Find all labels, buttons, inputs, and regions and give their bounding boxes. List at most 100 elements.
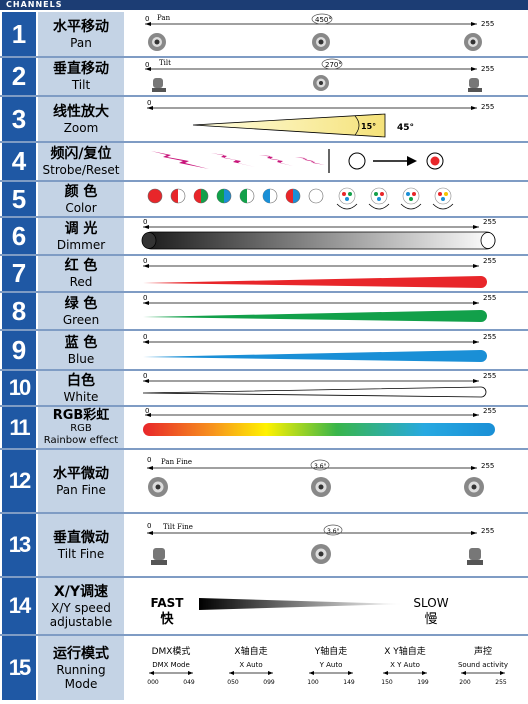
channel-name: 垂直微动 Tilt Fine	[38, 514, 124, 576]
channel-name-cn: 水平微动	[53, 465, 109, 482]
dimmer-end-dark	[141, 232, 157, 249]
scale-min: 0	[143, 333, 147, 341]
channel-name-cn: 运行模式	[53, 645, 109, 662]
mode-item: X轴自走 X Auto 050 099	[227, 645, 275, 686]
arrow-left-icon	[143, 301, 149, 305]
scale-min: 0	[143, 294, 147, 302]
scale-max: 255	[481, 462, 494, 470]
arrow-right-icon	[473, 264, 479, 268]
mode-en: Y Auto	[319, 661, 343, 669]
channel-name-en: Running	[56, 662, 106, 677]
channel-name-cn: 频闪/复位	[50, 146, 112, 162]
fixture-icon	[311, 544, 331, 564]
arrow-left-icon	[143, 379, 149, 383]
arrow-right-icon	[471, 466, 477, 470]
scale-max: 255	[481, 103, 494, 111]
channel-number: 1	[2, 12, 36, 56]
row-divider	[0, 576, 528, 578]
arrow-right-icon	[471, 106, 477, 110]
scale-min: 0	[147, 522, 151, 530]
arrow-right-icon	[348, 671, 353, 675]
channel-number: 13	[2, 514, 36, 576]
channel-name: 调 光 Dimmer	[38, 218, 124, 254]
channel-name: 白色 White	[38, 371, 124, 405]
scale-min: 0	[145, 15, 149, 23]
green-wedge	[143, 310, 487, 322]
channel-name: 水平微动 Pan Fine	[38, 450, 124, 512]
channel-name: 频闪/复位 Strobe/Reset	[38, 143, 124, 180]
color-rotate-icon	[336, 187, 358, 210]
channel-name-en: Green	[62, 312, 100, 327]
channel-number: 7	[2, 256, 36, 291]
channels-header: CHANNELS	[0, 0, 528, 10]
channel-number: 4	[2, 143, 36, 180]
channel-number: 12	[2, 450, 36, 512]
dimmer-bar	[142, 231, 496, 250]
scale-min: 0	[145, 61, 149, 69]
lightning-icon	[211, 153, 255, 167]
channel-diagram-dimmer: 0 255	[127, 218, 524, 254]
row-divider	[0, 180, 528, 182]
color-rotate-icon	[432, 187, 454, 210]
fixture-icon	[311, 477, 331, 497]
scale-max: 255	[483, 218, 496, 226]
arrow-right-icon	[471, 22, 477, 26]
channel-number: 2	[2, 58, 36, 95]
arrow-right-icon	[471, 67, 477, 71]
row-divider	[0, 254, 528, 256]
tiltfine-degree: 3.6°	[327, 528, 340, 535]
row-divider	[0, 512, 528, 514]
channel-number: 3	[2, 97, 36, 141]
row-divider	[0, 216, 528, 218]
channel-diagram-pan: 0 Pan 255 450°	[127, 12, 524, 56]
lightning-icon	[151, 151, 209, 169]
panfine-label: Pan Fine	[161, 458, 192, 466]
channel-name: 线性放大 Zoom	[38, 97, 124, 141]
channel-name-cn: X/Y调速	[53, 583, 109, 600]
tiltfine-label: Tilt Fine	[163, 523, 193, 531]
channel-name-en: RGB	[70, 423, 92, 434]
channel-name-en: Tilt Fine	[57, 546, 105, 561]
channel-name: 绿 色 Green	[38, 293, 124, 329]
fixture-icon	[148, 477, 168, 497]
channel-row-mode: 15 运行模式 Running Mode DMX模式 DMX Mode 000 …	[0, 636, 528, 700]
speed-fast-en: FAST	[151, 596, 185, 610]
channel-name-en: Pan	[70, 35, 92, 50]
channel-name-en: Color	[65, 200, 97, 215]
channel-diagram-strobe	[127, 143, 524, 180]
speed-slow-en: SLOW	[413, 596, 448, 610]
tilt-degree: 270°	[325, 61, 342, 69]
color-white-icon	[308, 188, 324, 204]
mode-lo: 000	[147, 679, 159, 686]
channel-name-en: White	[63, 389, 99, 404]
scale-max: 255	[483, 372, 496, 380]
scale-max: 255	[483, 407, 496, 415]
fixture-icon	[313, 75, 329, 91]
arrow-right-icon	[407, 156, 417, 166]
arrow-left-icon	[145, 413, 151, 417]
channel-name: 红 色 Red	[38, 256, 124, 291]
channel-name-cn: 红 色	[64, 258, 98, 274]
channel-diagram-zoom: 0 255 15° 45°	[127, 97, 524, 141]
channel-diagram-tilt-fine: 0 Tilt Fine 255 3.6°	[127, 514, 524, 576]
mode-lo: 050	[227, 679, 239, 686]
scale-max: 255	[481, 20, 494, 28]
channel-row-rainbow: 11 RGB彩虹 RGB Rainbow effect 0 255	[0, 407, 528, 448]
channel-diagram-blue: 0 255	[127, 331, 524, 369]
channel-diagram-pan-fine: 0 Pan Fine 255 3.6°	[127, 450, 524, 512]
channel-diagram-red: 0 255	[127, 256, 524, 291]
speed-slow-cn: 慢	[424, 611, 437, 627]
arrow-right-icon	[473, 379, 479, 383]
channel-diagram-mode: DMX模式 DMX Mode 000 049 X轴自走 X Auto 050 0…	[127, 636, 524, 700]
zoom-arc	[354, 115, 360, 136]
arrow-left-icon	[147, 106, 153, 110]
channel-row-tilt: 2 垂直移动 Tilt 0 Tilt 255 270°	[0, 58, 528, 95]
rotation-icon	[323, 524, 343, 536]
rotation-icon	[321, 58, 343, 70]
channel-name-cn: RGB彩虹	[52, 408, 110, 423]
channel-number: 10	[2, 371, 36, 405]
fixture-side-icon	[152, 78, 166, 92]
channel-name-cn: 白色	[67, 372, 95, 389]
fixture-icon	[464, 477, 484, 497]
channel-number: 5	[2, 182, 36, 216]
